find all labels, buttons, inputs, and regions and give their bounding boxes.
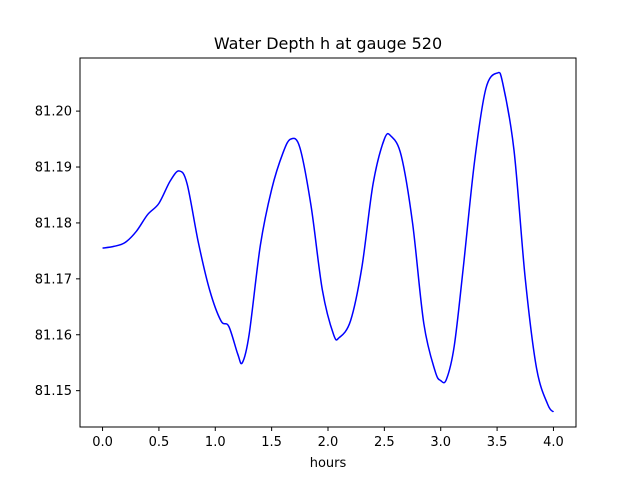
- x-tick-label: 2.5: [374, 435, 395, 450]
- y-tick-label: 81.18: [35, 216, 72, 231]
- x-tick-label: 1.5: [261, 435, 282, 450]
- chart-title: Water Depth h at gauge 520: [214, 34, 442, 53]
- x-tick-label: 3.0: [430, 435, 451, 450]
- series-line: [102, 71, 555, 413]
- y-tick-label: 81.17: [35, 272, 72, 287]
- y-tick-label: 81.20: [35, 105, 72, 120]
- plot-area: [102, 71, 555, 413]
- x-tick-label: 3.5: [487, 435, 508, 450]
- x-tick-label: 1.0: [205, 435, 226, 450]
- y-tick-label: 81.15: [35, 384, 72, 399]
- y-tick-label: 81.16: [35, 328, 72, 343]
- x-tick-label: 4.0: [543, 435, 564, 450]
- y-axis: 81.15 81.16 81.17 81.18 81.19 81.20: [35, 105, 80, 399]
- x-axis-label: hours: [310, 456, 347, 471]
- x-tick-label: 2.0: [318, 435, 339, 450]
- x-axis: 0.0 0.5 1.0 1.5 2.0 2.5 3.0 3.5 4.0: [92, 427, 564, 450]
- y-tick-label: 81.19: [35, 161, 72, 176]
- x-tick-label: 0.5: [149, 435, 170, 450]
- x-tick-label: 0.0: [92, 435, 113, 450]
